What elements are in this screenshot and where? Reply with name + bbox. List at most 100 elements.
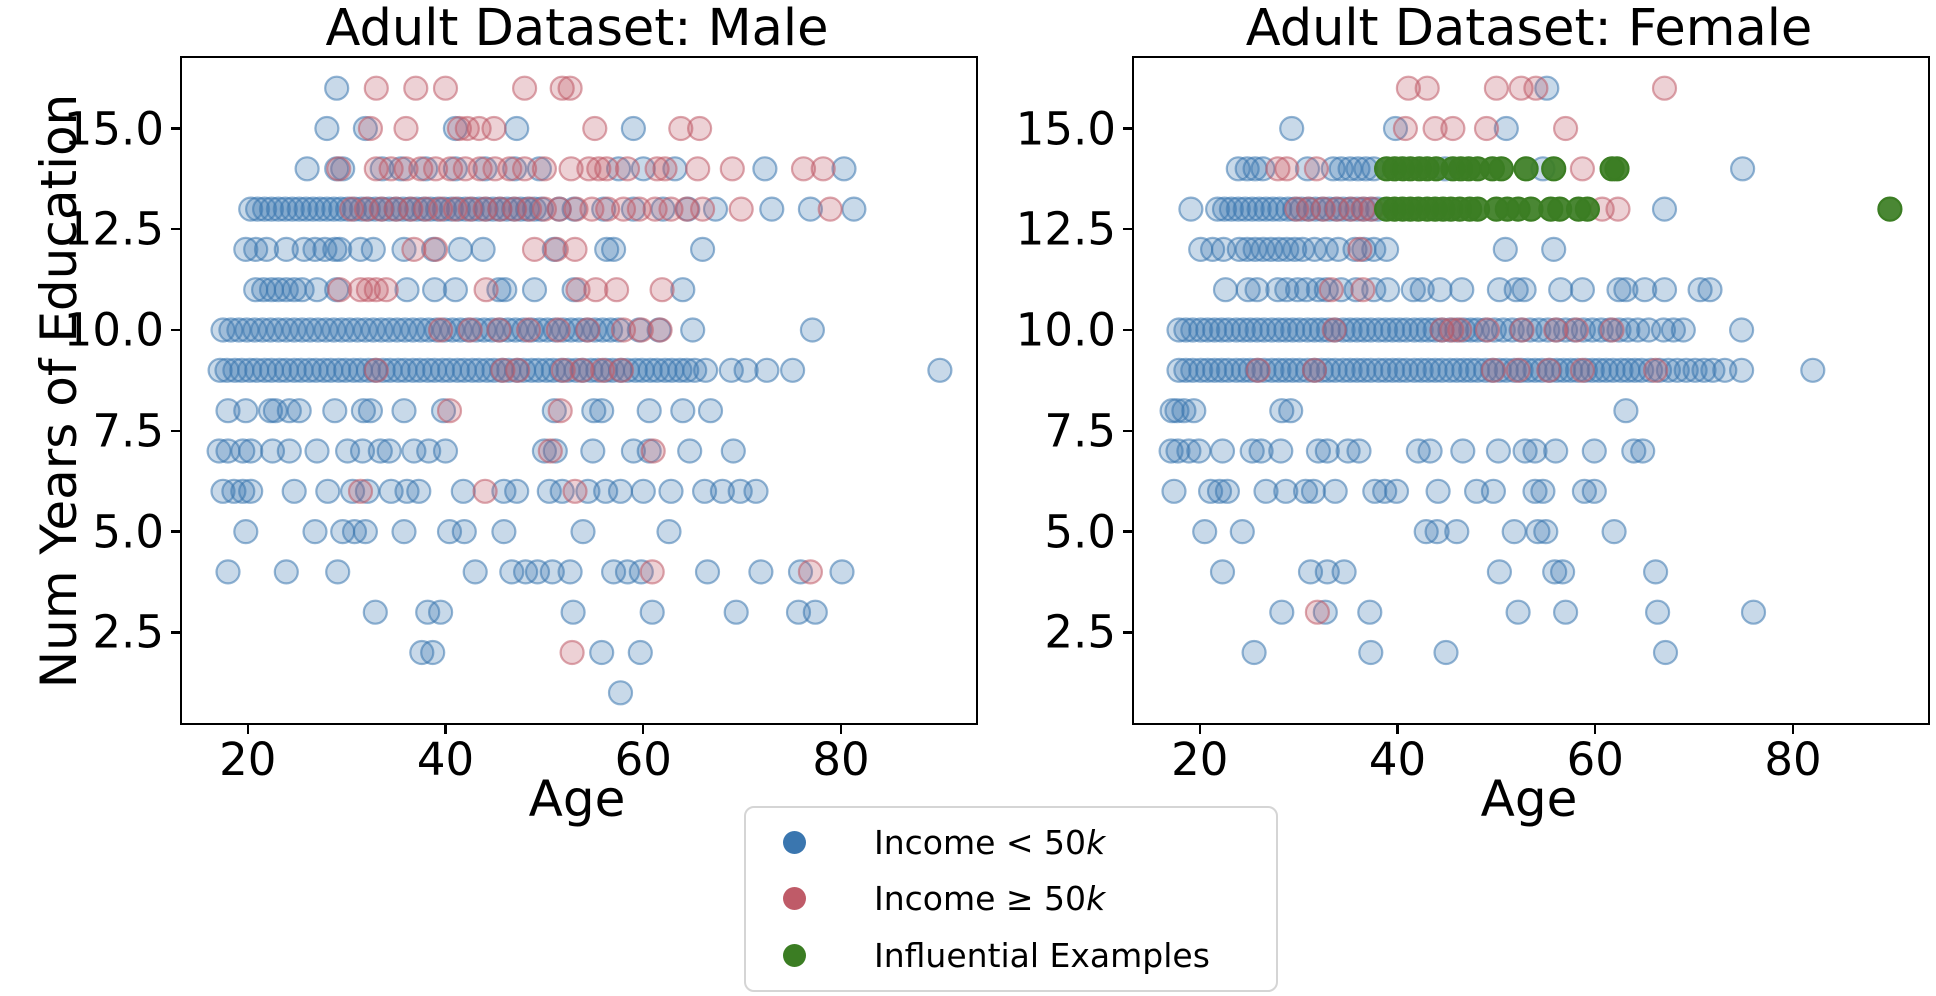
point-blue: [1266, 357, 1292, 383]
point-blue: [1800, 357, 1826, 383]
point-blue: [294, 156, 320, 182]
point-blue: [1357, 599, 1383, 625]
point-red: [1414, 75, 1440, 101]
point-blue: [1543, 438, 1569, 464]
point-red: [363, 357, 389, 383]
point-blue: [1166, 357, 1192, 383]
point-blue: [549, 478, 575, 504]
point-blue: [1273, 357, 1299, 383]
point-blue: [841, 196, 867, 222]
point-blue: [1522, 478, 1548, 504]
point-blue: [1550, 559, 1576, 585]
point-red: [512, 75, 538, 101]
point-blue: [1266, 317, 1292, 343]
point-red: [537, 438, 563, 464]
point-blue: [1225, 196, 1251, 222]
point-blue: [1542, 559, 1568, 585]
point-red: [1651, 75, 1678, 101]
point-blue: [1343, 277, 1369, 303]
point-blue: [636, 398, 662, 424]
point-blue: [504, 478, 530, 504]
point-blue: [462, 559, 488, 585]
point-blue: [1493, 115, 1519, 142]
point-red: [1509, 317, 1535, 343]
point-blue: [630, 478, 656, 504]
point-blue: [1505, 599, 1531, 625]
point-blue: [1553, 599, 1579, 625]
y-tick-label: 12.5: [1015, 202, 1116, 256]
point-blue: [639, 599, 665, 625]
point-blue: [215, 559, 241, 585]
point-blue: [1437, 357, 1463, 383]
point-blue: [1606, 277, 1632, 303]
point-red: [1563, 317, 1590, 343]
point-blue: [1621, 438, 1647, 464]
point-blue: [1729, 156, 1756, 182]
point-blue: [286, 398, 312, 424]
point-blue: [1581, 478, 1607, 504]
point-red: [1318, 277, 1344, 303]
point-blue: [1237, 317, 1263, 343]
point-blue: [350, 398, 376, 424]
point-blue: [1579, 357, 1605, 383]
point-blue: [486, 277, 512, 303]
point-blue: [1253, 478, 1279, 504]
point-blue: [1316, 196, 1342, 222]
point-blue: [447, 236, 473, 262]
point-blue: [215, 398, 241, 424]
point-red: [1265, 156, 1291, 182]
point-blue: [799, 317, 826, 343]
point-red: [1347, 236, 1373, 262]
y-tick-label: 15.0: [63, 102, 164, 156]
x-tick-label: 80: [1764, 733, 1822, 786]
point-blue: [1192, 519, 1218, 545]
point-blue: [658, 478, 684, 504]
plot-title-male: Adult Dataset: Male: [325, 0, 829, 58]
point-red: [817, 196, 843, 222]
point-red: [1301, 357, 1328, 383]
point-red: [586, 156, 612, 182]
point-blue: [349, 438, 376, 464]
point-blue: [1305, 438, 1331, 464]
point-blue: [1382, 115, 1409, 142]
point-red: [1605, 196, 1631, 222]
point-blue: [406, 478, 432, 504]
point-red: [1642, 357, 1669, 383]
point-blue: [1362, 478, 1388, 504]
point-blue: [391, 398, 417, 424]
point-blue: [1380, 357, 1406, 383]
point-blue: [1366, 357, 1392, 383]
legend-item-influential-examples: Influential Examples: [746, 929, 1276, 983]
point-blue: [1644, 599, 1671, 625]
y-tick-label: 7.5: [1044, 404, 1116, 458]
point-blue: [1451, 357, 1477, 383]
point-blue: [1415, 357, 1441, 383]
point-red: [521, 236, 548, 262]
point-red: [575, 317, 601, 343]
point-blue: [1195, 317, 1221, 343]
point-blue: [797, 196, 824, 222]
point-red: [1321, 317, 1347, 343]
point-red: [689, 196, 716, 222]
point-red: [810, 156, 836, 182]
legend-item-income-ge-50k: Income ≥ 50k: [746, 872, 1276, 926]
y-tick-mark: [171, 127, 182, 130]
point-red: [1310, 196, 1336, 222]
scatter-area-male: [206, 75, 953, 706]
point-blue: [367, 438, 393, 464]
x-tick-label: 60: [614, 733, 672, 786]
point-blue: [238, 438, 264, 464]
point-blue: [748, 559, 774, 585]
point-blue: [233, 236, 259, 262]
point-blue: [1344, 357, 1370, 383]
point-blue: [325, 559, 351, 585]
point-blue: [1158, 438, 1184, 464]
point-red: [559, 639, 585, 666]
point-blue: [1380, 317, 1406, 343]
y-tick-label: 15.0: [1015, 102, 1116, 156]
point-blue: [627, 639, 653, 666]
point-red: [549, 75, 575, 101]
point-blue: [1331, 559, 1357, 585]
point-blue: [1308, 357, 1334, 383]
